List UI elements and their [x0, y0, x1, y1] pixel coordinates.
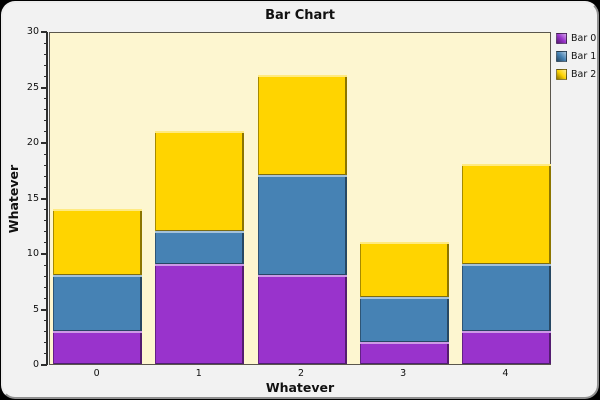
y-minor-tick	[44, 264, 47, 266]
y-minor-tick	[44, 331, 47, 333]
bar-segment-bar0-cat2	[257, 275, 347, 364]
bar-segment-bar0-cat1	[155, 264, 245, 364]
x-tick-label-4: 4	[502, 368, 509, 379]
bar-segment-bar1-cat4	[461, 264, 551, 331]
legend: Bar 0 Bar 1 Bar 2	[556, 29, 596, 83]
y-tick-label: 25	[26, 81, 39, 93]
y-tick-label: 5	[32, 303, 39, 315]
y-major-tick	[41, 31, 47, 33]
y-minor-tick	[44, 131, 47, 133]
bar-segment-bar2-cat0	[53, 208, 143, 276]
y-minor-tick	[44, 275, 47, 277]
x-tick-label-2: 2	[297, 368, 305, 379]
legend-swatch-icon	[556, 68, 567, 80]
y-major-tick	[41, 142, 47, 144]
y-minor-tick	[44, 120, 47, 122]
bars-layer	[50, 33, 551, 364]
y-minor-tick	[44, 186, 47, 188]
bar-segment-bar2-cat3	[359, 241, 449, 298]
bar-segment-bar0-cat4	[461, 330, 551, 364]
y-minor-tick	[44, 64, 47, 66]
plot-area	[49, 32, 551, 365]
y-tick-label: 30	[26, 26, 39, 37]
y-minor-tick	[44, 286, 47, 288]
y-minor-tick	[44, 297, 47, 299]
bar-segment-bar1-cat3	[359, 297, 449, 342]
y-minor-tick	[44, 242, 47, 244]
y-minor-tick	[44, 342, 47, 344]
legend-label: Bar 1	[571, 50, 597, 62]
y-major-tick	[41, 197, 47, 200]
chart-title: Bar Chart	[265, 8, 335, 23]
legend-item-bar-2: Bar 2	[556, 65, 596, 83]
bar-segment-bar0-cat3	[359, 341, 449, 364]
y-minor-tick	[44, 320, 47, 322]
bar-segment-bar1-cat1	[155, 230, 245, 265]
y-minor-tick	[44, 209, 47, 211]
bar-segment-bar2-cat1	[155, 130, 245, 231]
y-minor-tick	[44, 53, 47, 55]
legend-swatch-icon	[556, 32, 567, 44]
y-minor-tick	[44, 42, 47, 44]
y-tick-label: 0	[32, 359, 39, 370]
bar-segment-bar1-cat2	[257, 175, 347, 276]
y-tick-label: 15	[26, 192, 39, 204]
y-major-tick	[41, 364, 47, 366]
legend-label: Bar 2	[571, 68, 597, 80]
y-tick-label: 10	[26, 248, 39, 259]
x-tick-label-3: 3	[400, 368, 407, 379]
y-minor-tick	[44, 98, 47, 100]
legend-label: Bar 0	[571, 32, 597, 44]
y-tick-label: 20	[26, 137, 39, 148]
legend-item-bar-0: Bar 0	[556, 29, 596, 47]
x-tick-label-0: 0	[93, 368, 100, 379]
y-axis-line	[46, 32, 48, 365]
x-axis-title: Whatever	[265, 380, 335, 395]
x-tick-label-1: 1	[195, 368, 202, 379]
y-minor-tick	[44, 75, 47, 77]
bar-segment-bar2-cat2	[257, 75, 347, 176]
y-axis-title: Whatever	[6, 164, 21, 234]
y-minor-tick	[44, 220, 47, 222]
legend-item-bar-1: Bar 1	[556, 47, 596, 65]
y-major-tick	[41, 86, 47, 89]
y-minor-tick	[44, 175, 47, 177]
y-major-tick	[41, 308, 47, 311]
y-minor-tick	[44, 153, 47, 155]
y-minor-tick	[44, 164, 47, 166]
y-major-tick	[41, 253, 47, 255]
bar-segment-bar1-cat0	[53, 275, 143, 331]
bar-segment-bar0-cat0	[53, 330, 143, 364]
bar-segment-bar2-cat4	[461, 164, 551, 265]
y-minor-tick	[44, 231, 47, 233]
y-minor-tick	[44, 353, 47, 355]
y-minor-tick	[44, 109, 47, 111]
legend-swatch-icon	[556, 50, 567, 62]
